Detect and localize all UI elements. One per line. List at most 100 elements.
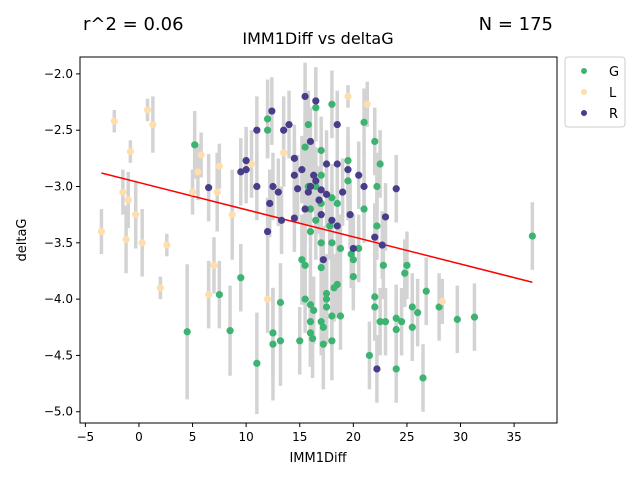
data-point-G: [360, 118, 368, 126]
data-point-G: [306, 301, 315, 309]
legend-marker-R: [581, 110, 587, 116]
data-point-G: [317, 263, 325, 272]
data-point-R: [371, 233, 379, 241]
data-point-L: [126, 147, 134, 156]
data-point-G: [301, 261, 309, 269]
data-point-R: [242, 166, 250, 174]
y-axis: −5.0 −4.5 −4.0 −3.5 −3.0 −2.5 −2.0: [44, 67, 80, 419]
data-point-G: [319, 323, 327, 331]
data-point-G: [191, 141, 199, 149]
data-point-L: [138, 239, 146, 247]
data-point-R: [301, 92, 309, 101]
data-point-G: [381, 318, 390, 326]
data-point-R: [322, 190, 331, 198]
data-point-L: [228, 211, 236, 219]
data-point-R: [317, 186, 325, 194]
x-tick-label: 25: [399, 430, 414, 444]
data-point-L: [438, 297, 446, 305]
data-point-G: [373, 222, 381, 230]
data-point-R: [266, 199, 274, 207]
data-point-G: [379, 261, 387, 269]
data-point-R: [339, 188, 347, 196]
data-point-G: [376, 160, 384, 168]
legend-frame: [564, 56, 626, 128]
data-point-L: [122, 235, 130, 244]
data-point-G: [319, 340, 327, 348]
y-tick-label: −2.0: [44, 67, 73, 81]
data-point-R: [310, 171, 318, 179]
data-point-G: [317, 239, 325, 247]
legend-marker-G: [581, 68, 587, 74]
data-point-G: [371, 293, 379, 301]
data-point-R: [242, 157, 250, 165]
data-point-R: [253, 126, 261, 134]
sample-count-annotation: N = 175: [479, 14, 553, 35]
x-tick-label: 15: [292, 430, 307, 444]
data-point-G: [309, 334, 317, 343]
data-point-G: [306, 329, 315, 337]
data-point-R: [312, 97, 320, 105]
data-point-G: [328, 239, 336, 247]
data-point-L: [110, 117, 118, 125]
data-point-R: [301, 205, 309, 213]
data-point-G: [419, 374, 427, 382]
data-point-G: [414, 309, 422, 317]
data-point-G: [328, 100, 336, 108]
data-point-R: [333, 160, 341, 168]
data-point-G: [328, 194, 336, 202]
data-point-G: [298, 256, 306, 264]
data-point-L: [363, 100, 371, 108]
data-point-G: [392, 314, 400, 322]
x-tick-label: 0: [135, 430, 143, 444]
data-point-G: [306, 205, 315, 213]
data-point-G: [453, 315, 461, 323]
data-point-G: [365, 351, 374, 360]
data-point-G: [301, 143, 309, 151]
data-point-L: [156, 284, 164, 292]
y-tick-label: −3.0: [44, 180, 73, 194]
data-point-G: [237, 274, 245, 282]
data-point-G: [435, 303, 443, 311]
data-point-G: [344, 177, 352, 185]
data-point-G: [349, 256, 357, 264]
data-point-G: [403, 261, 411, 269]
data-point-G: [226, 327, 234, 335]
data-point-L: [97, 227, 106, 236]
legend: GLR: [564, 56, 626, 128]
data-point-R: [263, 227, 272, 236]
data-point-R: [328, 216, 336, 224]
data-point-G: [215, 291, 223, 299]
data-point-R: [392, 185, 400, 193]
data-point-G: [301, 295, 309, 303]
data-point-R: [285, 120, 293, 129]
data-point-G: [392, 365, 400, 373]
x-tick-label: 35: [506, 430, 521, 444]
data-point-G: [322, 289, 331, 298]
data-point-G: [333, 280, 341, 289]
data-point-G: [322, 303, 331, 311]
data-point-R: [304, 188, 312, 196]
data-point-R: [319, 256, 327, 264]
data-point-G: [306, 227, 315, 236]
y-tick-label: −2.5: [44, 123, 73, 137]
data-point-R: [373, 365, 381, 373]
data-point-G: [408, 323, 416, 331]
data-point-G: [317, 318, 325, 326]
data-point-R: [277, 216, 286, 224]
data-point-L: [149, 120, 157, 129]
data-point-G: [422, 287, 430, 295]
data-point-G: [269, 329, 277, 337]
data-point-G: [470, 313, 479, 321]
x-tick-label: 20: [346, 430, 361, 444]
data-point-G: [312, 182, 320, 191]
data-point-R: [280, 126, 288, 134]
data-point-G: [349, 273, 357, 281]
data-point-R: [269, 182, 277, 191]
data-point-G: [326, 222, 334, 230]
data-point-G: [306, 318, 315, 326]
data-point-R: [344, 166, 352, 174]
data-point-G: [528, 232, 536, 240]
data-point-L: [143, 106, 152, 114]
data-point-L: [215, 162, 223, 170]
data-point-L: [213, 188, 221, 196]
